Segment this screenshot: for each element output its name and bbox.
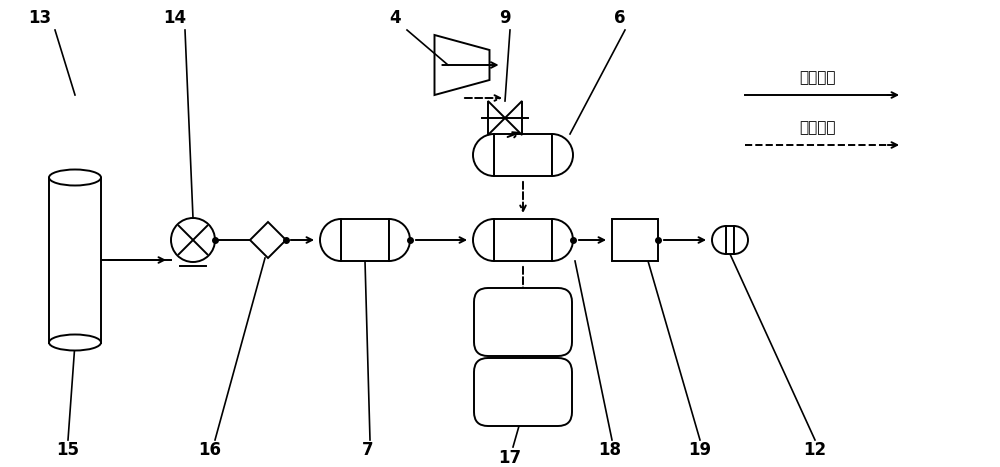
Text: 18: 18	[598, 441, 622, 459]
FancyBboxPatch shape	[474, 358, 572, 426]
FancyBboxPatch shape	[474, 288, 572, 356]
Bar	[612, 219, 658, 261]
Wedge shape	[473, 134, 494, 176]
Bar	[49, 177, 101, 342]
Ellipse shape	[49, 334, 101, 351]
Wedge shape	[552, 219, 573, 261]
Text: 9: 9	[499, 9, 511, 27]
Text: 15: 15	[56, 441, 80, 459]
Wedge shape	[734, 226, 748, 254]
Text: 13: 13	[28, 9, 52, 27]
Wedge shape	[389, 219, 410, 261]
Bar	[726, 226, 734, 254]
Ellipse shape	[49, 170, 101, 185]
Bar	[341, 219, 389, 261]
Text: 12: 12	[803, 441, 827, 459]
Text: 7: 7	[362, 441, 374, 459]
Wedge shape	[552, 134, 573, 176]
Text: 16: 16	[198, 441, 222, 459]
Wedge shape	[473, 219, 494, 261]
Text: 4: 4	[389, 9, 401, 27]
Text: 19: 19	[688, 441, 712, 459]
Text: 空气流路: 空气流路	[800, 120, 836, 135]
Text: 14: 14	[163, 9, 187, 27]
Text: 燃油流路: 燃油流路	[800, 71, 836, 85]
Wedge shape	[712, 226, 726, 254]
Text: 17: 17	[498, 449, 522, 467]
Wedge shape	[320, 219, 341, 261]
Bar	[494, 134, 552, 176]
Bar	[494, 219, 552, 261]
Text: 6: 6	[614, 9, 626, 27]
